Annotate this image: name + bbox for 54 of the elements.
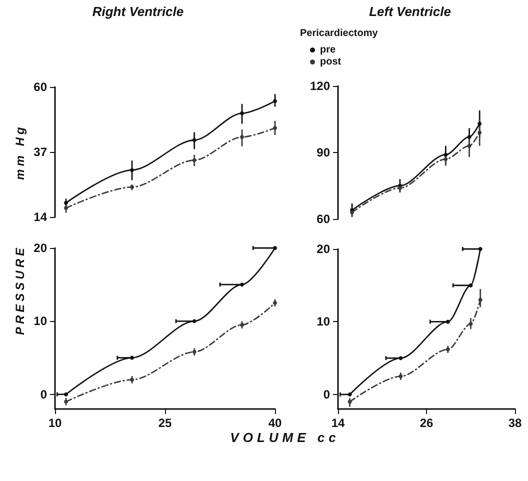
x-axis-title: VOLUME cc [230,430,340,445]
point [444,152,448,157]
x-tick-label: 26 [420,416,434,430]
point [192,138,196,142]
point [348,392,352,396]
legend-label: post [320,56,342,68]
point [64,392,68,396]
x-tick-label: 38 [508,416,522,430]
point [468,283,473,288]
point [273,126,277,130]
y-tick-label: 90 [316,146,330,160]
y-tick-label: 10 [316,314,330,329]
point [348,400,352,404]
point [446,320,450,324]
chart-title: Left Ventricle [369,4,451,19]
point [64,206,68,210]
point [478,130,482,135]
x-tick-label: 40 [268,416,282,430]
point [240,282,244,287]
x-tick-label: 25 [158,416,172,430]
y-tick-label: 20 [316,242,330,256]
legend-title: Pericardiectomy [300,28,378,39]
point [240,135,244,140]
legend-label: pre [320,44,336,56]
point [467,134,472,139]
y-axis-title: PRESSURE [13,244,27,336]
point [64,200,68,205]
y-tick-label: 0 [40,387,48,402]
point [192,158,196,162]
point [467,144,472,148]
point [468,322,473,326]
point [478,122,482,126]
x-tick-label: 14 [331,416,345,430]
point [398,356,403,360]
y-tick-label: 37 [34,145,48,159]
point [444,157,448,162]
y-tick-label: 120 [310,79,330,93]
y-tick-label: 10 [34,314,48,328]
point [478,247,482,251]
point [273,99,277,104]
y-axis-title: mm Hg [13,124,27,180]
y-tick-label: 20 [34,241,48,255]
point [192,319,196,324]
point [130,168,134,172]
y-tick-label: 60 [34,80,48,94]
point [478,298,482,302]
point [130,356,134,360]
point [273,246,277,250]
y-tick-label: 60 [316,212,330,226]
point [240,111,244,116]
y-tick-label: 0 [323,387,330,402]
y-tick-label: 14 [34,210,48,224]
x-tick-label: 10 [48,416,62,430]
chart-title: Right Ventricle [92,4,184,19]
